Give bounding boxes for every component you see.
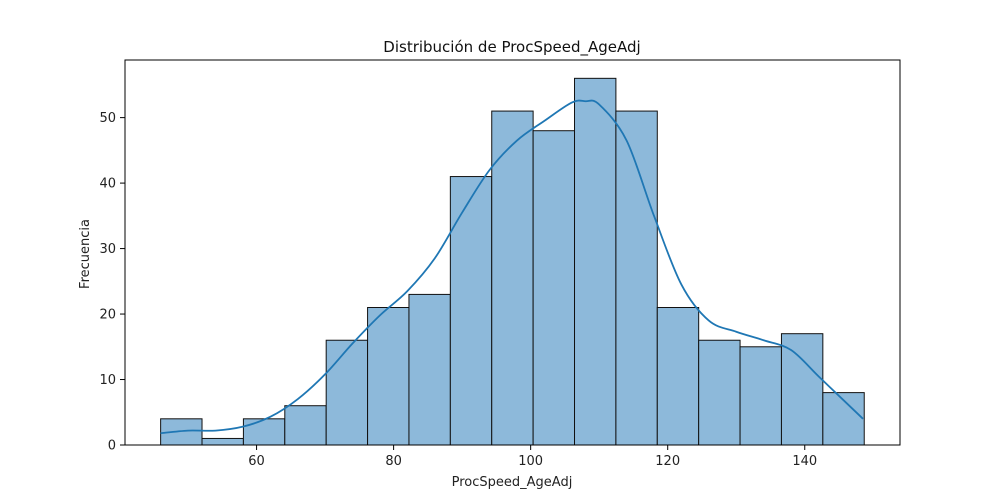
y-tick-label: 0 (108, 439, 116, 454)
x-tick-label: 120 (655, 454, 680, 469)
y-tick-label: 10 (99, 373, 116, 388)
x-tick-label: 60 (248, 454, 265, 469)
histogram-bar (698, 339, 741, 446)
plot-frame (124, 59, 901, 446)
histogram-bar (284, 405, 327, 446)
histogram-bar (739, 346, 782, 446)
kde-group (160, 99, 864, 435)
x-axis-label: ProcSpeed_AgeAdj (452, 475, 573, 490)
x-axis: 60 80 100 120 140 (248, 445, 817, 469)
y-axis-label: Frecuencia (78, 219, 93, 289)
histogram-bar (491, 110, 534, 446)
x-tick-label: 100 (518, 454, 543, 469)
histogram-bar (574, 77, 617, 446)
histogram-bar (449, 176, 493, 446)
bars-group (160, 77, 865, 446)
histogram-bar (201, 437, 244, 446)
x-tick-label: 80 (385, 454, 402, 469)
histogram-bar (656, 307, 700, 446)
x-tick-label: 140 (792, 454, 817, 469)
y-tick-label: 20 (99, 308, 116, 323)
histogram-bar (367, 307, 410, 446)
y-axis: 0 10 20 30 40 50 (99, 111, 125, 454)
y-tick-label: 40 (99, 177, 116, 192)
histogram-bar (408, 293, 451, 446)
y-tick-label: 50 (99, 111, 116, 126)
chart-title: Distribución de ProcSpeed_AgeAdj (383, 38, 640, 57)
histogram-bar (532, 130, 576, 446)
histogram-bar (615, 110, 658, 446)
kde-line (160, 99, 864, 435)
histogram-bar (325, 339, 369, 446)
histogram-bar (780, 333, 824, 446)
histogram-bar (242, 418, 286, 446)
y-tick-label: 30 (99, 242, 116, 257)
